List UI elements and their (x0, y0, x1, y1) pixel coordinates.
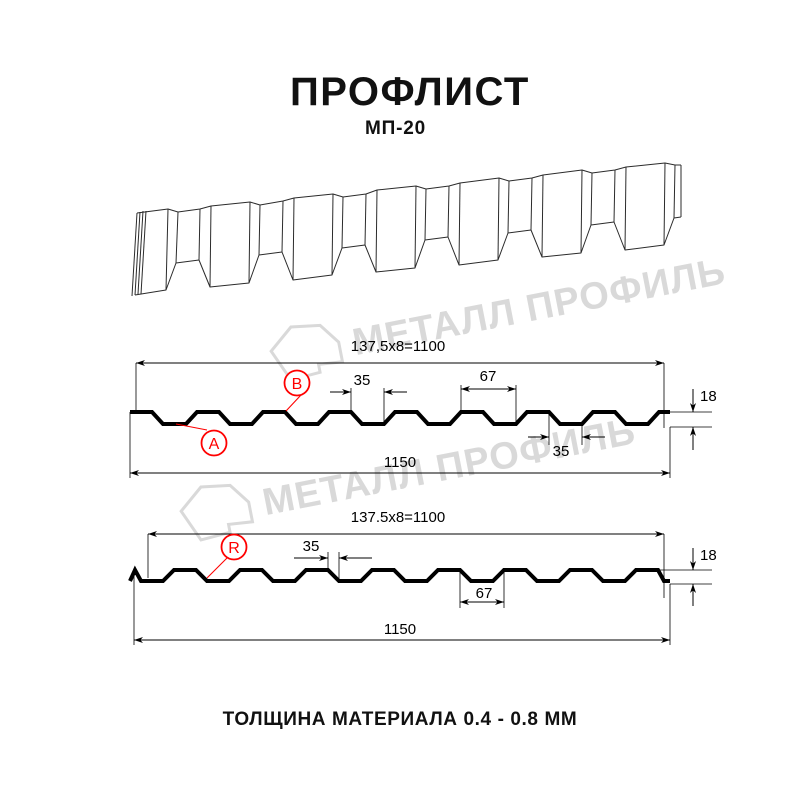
dimension-35-top: 35 (330, 372, 407, 424)
dimension-label-67-section2: 67 (476, 585, 493, 602)
sheet-cut-edge (131, 210, 147, 297)
dimension-label-overall-top: 137,5x8=1100 (351, 338, 445, 355)
watermark-upper: МЕТАЛЛ ПРОФИЛЬ (269, 250, 729, 382)
marker-b-leader-line (285, 394, 302, 412)
dimension-67-section2: 67 (459, 570, 505, 608)
dimension-label-18: 18 (700, 388, 717, 405)
dimension-label-18-section2: 18 (700, 547, 717, 564)
dimension-label-overall-bottom-2: 1150 (384, 621, 416, 638)
page-title: ПРОФЛИСТ (290, 70, 530, 114)
marker-r-circle (220, 533, 248, 561)
dimension-35-section2: 35 (294, 538, 372, 581)
marker-b-circle (283, 369, 311, 397)
dimension-label-67: 67 (480, 368, 497, 385)
marker-r-label: R (228, 540, 240, 557)
marker-a[interactable]: A (175, 423, 228, 457)
dimension-label-35-bottom: 35 (553, 443, 570, 460)
dimension-67: 67 (460, 368, 517, 424)
dimension-label-overall-top-2: 137.5x8=1100 (351, 509, 445, 526)
marker-b[interactable]: B (283, 369, 311, 412)
material-thickness-note: ТОЛЩИНА МАТЕРИАЛА 0.4 - 0.8 ММ (223, 709, 578, 730)
cross-section-r: 137.5x8=1100 R 35 (128, 509, 717, 645)
profile-3d-view (131, 162, 682, 297)
dimension-label-35-top: 35 (354, 372, 371, 389)
marker-a-circle (200, 429, 228, 457)
dimension-18-height: 18 (659, 388, 717, 450)
page-subtitle: МП-20 (365, 118, 426, 139)
dimension-label-35-section2: 35 (303, 538, 320, 555)
profile-cross-section-path (130, 410, 670, 426)
metall-profil-logo-icon (179, 483, 255, 542)
dimension-label-overall-bottom: 1150 (384, 454, 416, 471)
marker-r-leader-line (206, 556, 229, 579)
dimension-18-height-section2: 18 (658, 547, 717, 606)
cross-section-a-b: 137,5x8=1100 A B (129, 338, 717, 478)
profile-front-edge (134, 216, 682, 296)
marker-b-label: B (292, 376, 303, 393)
profile-top-edge (136, 162, 681, 214)
marker-a-label: A (209, 436, 220, 453)
dimension-35-bottom: 35 (528, 412, 605, 460)
profile-cross-section-path-2 (128, 565, 670, 583)
profile-rib-lines (165, 162, 682, 291)
marker-a-leader-line (175, 423, 208, 431)
marker-r[interactable]: R (206, 533, 248, 579)
